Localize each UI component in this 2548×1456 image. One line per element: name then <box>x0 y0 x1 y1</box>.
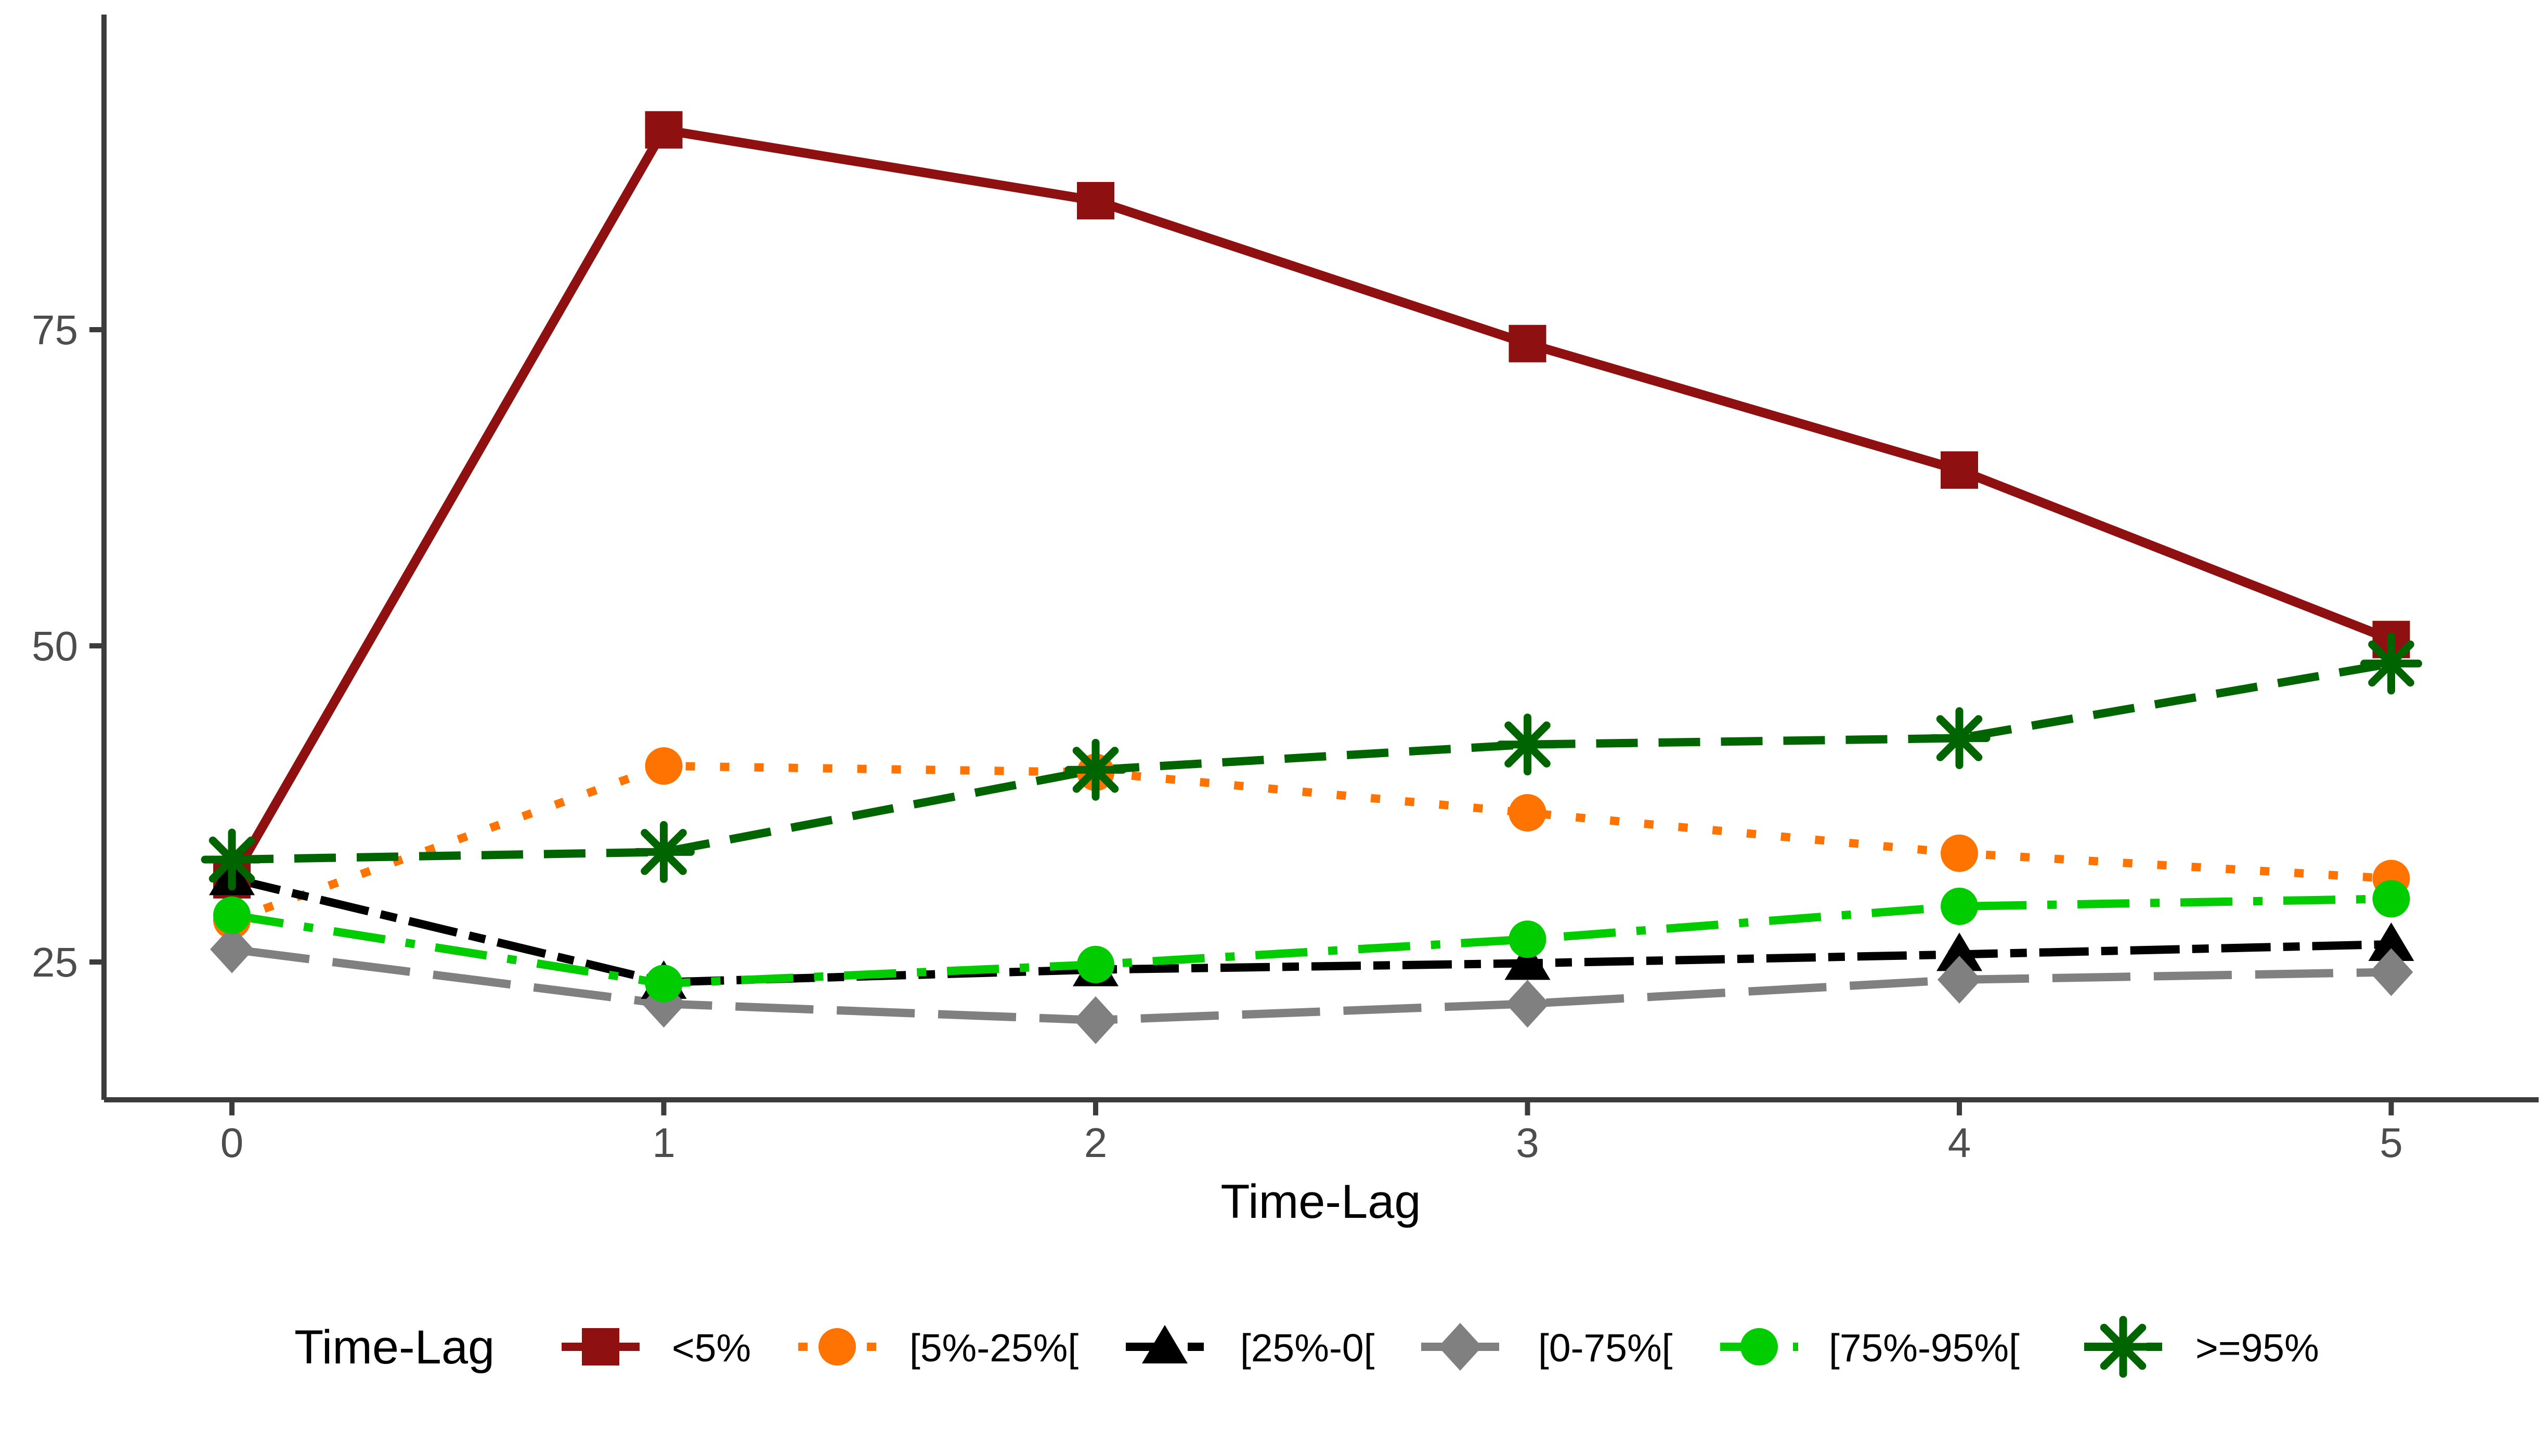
series-line-4 <box>231 894 2391 988</box>
series-line-2 <box>231 874 2391 986</box>
legend-item-label: [75%-95%[ <box>1829 1326 2020 1370</box>
marker-asterisk <box>1497 713 1558 776</box>
legend: Time-Lag <5% [5%-25%[ [25%-0[ [0-75%[ [75%-9… <box>294 1316 2319 1378</box>
legend-item-5: >=95% <box>2084 1316 2319 1378</box>
y-tick-label: 50 <box>32 623 78 669</box>
legend-item-label: [0-75%[ <box>1538 1326 1673 1370</box>
series-markers <box>201 111 2422 1044</box>
marker-diamond <box>1505 980 1550 1028</box>
marker-circle <box>1077 945 1114 983</box>
x-axis-title: Time-Lag <box>1220 1175 1421 1228</box>
marker-diamond <box>1938 956 1981 1004</box>
x-tick-label: 2 <box>1084 1120 1108 1166</box>
legend-item-label: >=95% <box>2195 1326 2319 1370</box>
x-tick-label: 5 <box>2380 1120 2403 1166</box>
x-tick-label: 0 <box>220 1120 244 1166</box>
legend-item-1: [5%-25%[ <box>798 1326 1078 1370</box>
marker-triangle <box>1504 941 1551 980</box>
marker-asterisk <box>2360 632 2422 695</box>
legend-item-3: [0-75%[ <box>1421 1323 1673 1371</box>
legend-item-0: <5% <box>562 1326 751 1370</box>
marker-diamond <box>1438 1323 1482 1371</box>
marker-circle <box>2372 880 2410 918</box>
legend-item-label: <5% <box>672 1326 751 1370</box>
legend-item-2: [25%-0[ <box>1126 1325 1375 1370</box>
axis-ticks: 25 50 75 0 1 2 3 4 5 <box>32 307 2403 1166</box>
legend-item-4: [75%-95%[ <box>1720 1326 2020 1370</box>
marker-circle <box>1509 794 1546 832</box>
axes <box>101 15 2539 1102</box>
x-tick-label: 4 <box>1948 1120 1971 1166</box>
marker-triangle <box>1936 932 1982 971</box>
x-tick-label: 3 <box>1516 1120 1539 1166</box>
marker-circle <box>213 896 251 934</box>
marker-circle <box>818 1328 856 1366</box>
legend-item-label: [25%-0[ <box>1240 1326 1375 1370</box>
marker-asterisk <box>201 828 263 891</box>
marker-square <box>1509 324 1546 362</box>
marker-circle <box>1941 834 1978 872</box>
marker-square <box>582 1328 619 1366</box>
marker-diamond <box>210 925 254 973</box>
marker-circle <box>1509 920 1546 958</box>
series-line-3 <box>231 945 2391 1024</box>
marker-diamond <box>1074 996 1117 1044</box>
legend-items: <5% [5%-25%[ [25%-0[ [0-75%[ [75%-95%[ >=95% <box>562 1316 2319 1378</box>
series-line-5 <box>231 659 2392 864</box>
marker-circle <box>645 965 683 1003</box>
marker-square <box>645 111 683 149</box>
marker-circle <box>645 747 683 785</box>
y-tick-label: 25 <box>32 939 78 985</box>
x-tick-label: 1 <box>652 1120 675 1166</box>
marker-square <box>1941 451 1978 489</box>
marker-asterisk <box>2092 1316 2154 1378</box>
y-tick-label: 75 <box>32 307 78 353</box>
marker-asterisk <box>1928 707 1991 770</box>
series-lines <box>228 124 2393 1024</box>
marker-diamond <box>2369 948 2413 996</box>
series-line-1 <box>230 762 2391 925</box>
legend-title: Time-Lag <box>294 1321 495 1374</box>
series-line-0 <box>228 124 2393 882</box>
marker-triangle <box>1142 1325 1188 1363</box>
marker-circle <box>1941 887 1978 925</box>
marker-circle <box>1740 1328 1778 1366</box>
marker-triangle <box>2368 922 2414 961</box>
marker-square <box>1077 181 1114 219</box>
marker-asterisk <box>1064 738 1127 801</box>
legend-item-label: [5%-25%[ <box>909 1326 1078 1370</box>
marker-asterisk <box>633 821 695 883</box>
